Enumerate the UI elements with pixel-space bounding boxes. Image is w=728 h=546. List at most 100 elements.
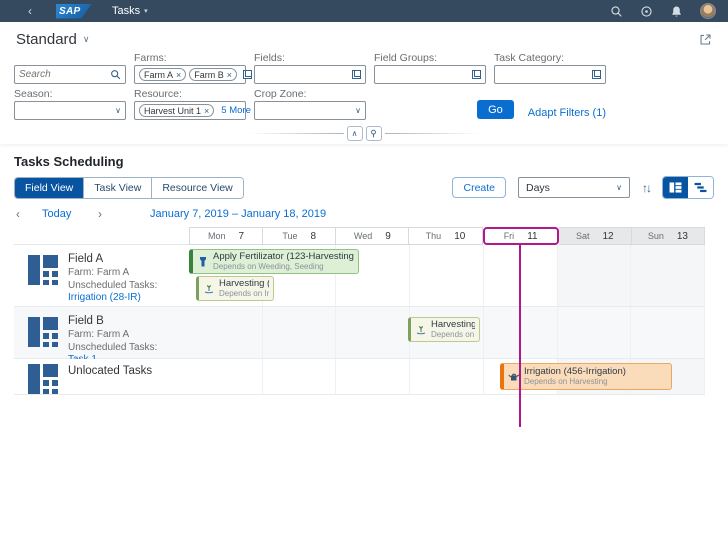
day-header-sat[interactable]: Sat 12 [558,227,632,245]
harvest-icon [416,325,426,334]
gantt-row-field-b: Field B Farm: Farm A Unscheduled Tasks: … [14,307,706,365]
search-field[interactable] [14,65,126,84]
task-bar-harvesting-field-b[interactable]: Harvesting (123- Depends on Irrigation [408,317,480,342]
season-label: Season: [14,88,53,100]
field-groups-label: Field Groups: [374,52,438,64]
chart-table-view-button[interactable] [663,177,688,198]
chevron-down-icon[interactable]: ∨ [82,34,90,44]
token-remove-icon[interactable]: × [226,69,233,80]
harvest-icon [204,284,214,293]
app-title: Tasks [112,5,141,17]
app-title-menu[interactable]: Tasks ▾ [112,5,148,17]
gantt-row-field-a: Field A Farm: Farm A Unscheduled Tasks: … [14,245,706,307]
sap-logo: SAP [56,3,92,19]
more-tokens-link[interactable]: 5 More [221,105,251,116]
create-button[interactable]: Create [452,177,506,198]
day-header-fri-today[interactable]: Fri 11 [482,227,559,245]
filter-crop-zone: Crop Zone: ∨ [254,88,366,120]
token-harvest-unit-1[interactable]: Harvest Unit 1 × [139,104,215,117]
day-header-sun[interactable]: Sun 13 [631,227,705,245]
variant-title[interactable]: Standard [16,31,77,48]
go-button[interactable]: Go [477,100,514,119]
task-bar-irrigation[interactable]: Irrigation (456-Irrigation) Depends on H… [500,363,672,390]
copilot-icon[interactable] [640,5,653,18]
unscheduled-task-link[interactable]: Irrigation (28-IR) [68,292,141,304]
value-help-icon[interactable] [472,70,481,79]
field-icon [28,317,58,347]
row-head-field-a[interactable]: Field A Farm: Farm A Unscheduled Tasks: … [14,245,189,306]
next-period-icon[interactable]: › [98,207,102,221]
farms-field[interactable]: Farm A × Farm B × [134,65,253,84]
token-farm-b[interactable]: Farm B × [189,68,238,81]
task-bar-apply-fertilizator[interactable]: Apply Fertilizator (123-Harvesting) Depe… [189,249,359,274]
fertilizer-icon [200,256,206,266]
search-icon[interactable] [110,69,121,80]
row-title: Field A [68,253,104,265]
watering-can-icon [508,373,520,380]
crop-zone-select[interactable]: ∨ [254,101,366,120]
token-remove-icon[interactable]: × [204,105,210,116]
tab-resource-view[interactable]: Resource View [152,177,243,198]
value-help-icon[interactable] [592,70,601,79]
token-remove-icon[interactable]: × [176,69,182,80]
today-link[interactable]: Today [42,208,72,220]
farms-label: Farms: [134,52,167,64]
view-toolbar: Field View Task View Resource View Creat… [14,176,714,199]
row-farm: Farm: Farm A [68,266,130,278]
task-bar-harvesting-field-a[interactable]: Harvesting (123-Har Depends on Irrigatio… [196,276,274,301]
task-category-field[interactable] [494,65,606,84]
resource-field[interactable]: Harvest Unit 1 × 5 More [134,101,267,120]
date-navigation: ‹ Today › January 7, 2019 – January 18, … [16,207,714,221]
interval-value: Days [526,181,550,194]
back-icon[interactable]: ‹ [28,4,32,18]
search-input[interactable] [19,69,110,80]
view-tabs: Field View Task View Resource View [14,176,244,199]
fields-field[interactable] [254,65,366,84]
sort-icon[interactable]: ↑↓ [642,180,652,195]
share-icon[interactable] [699,33,712,46]
season-select[interactable]: ∨ [14,101,126,120]
day-header-mon[interactable]: Mon 7 [189,227,264,245]
gantt-view-button[interactable] [688,177,713,198]
caret-down-icon: ▾ [144,8,148,15]
row-head-unlocated[interactable]: Unlocated Tasks [14,359,189,394]
day-header-wed[interactable]: Wed 9 [336,227,410,245]
collapse-header-button[interactable]: ∧ [346,125,363,141]
filter-bar: Farms: Farm A× Farm B× Fields: Field Gro… [0,50,728,120]
unscheduled-label: Unscheduled Tasks: [68,279,158,291]
pin-icon [371,129,376,137]
pin-header-button[interactable] [365,125,382,141]
split-view-icon [669,182,682,193]
filter-resource: Resource: Harvest Unit 1 × 5 More [134,88,267,120]
search-icon[interactable] [610,5,623,18]
row-title: Field B [68,315,104,327]
fields-label: Fields: [254,52,285,64]
filter-farms: Farms: Farm A × Farm B × [134,52,253,84]
filter-field-groups: Field Groups: [374,52,486,84]
prev-period-icon[interactable]: ‹ [16,207,20,221]
token-farm-a[interactable]: Farm A × [139,68,187,81]
tab-task-view[interactable]: Task View [84,177,153,198]
header-collapse-controls: ∧ [0,124,728,142]
interval-select[interactable]: Days ∨ [518,177,630,198]
field-groups-field[interactable] [374,65,486,84]
day-header-thu[interactable]: Thu 10 [409,227,483,245]
value-help-icon[interactable] [352,70,361,79]
chevron-down-icon: ∨ [355,106,361,115]
tasks-gantt: Mon 7 Tue 8 Wed 9 Thu 10 Fri 11 Sat 12 Sun 13 F… [14,227,706,427]
user-avatar[interactable] [700,3,716,19]
task-category-label: Task Category: [494,52,565,64]
bell-icon[interactable] [670,5,683,18]
chevron-down-icon: ∨ [115,106,121,115]
adapt-filters-link[interactable]: Adapt Filters (1) [527,107,606,119]
filter-search [14,52,126,84]
page-header: Standard ∨ Farms: Farm A× Farm B× Fields… [0,22,728,144]
tab-field-view[interactable]: Field View [15,177,85,198]
field-icon [28,255,58,285]
crop-zone-label: Crop Zone: [254,88,307,100]
unscheduled-label: Unscheduled Tasks: [68,341,158,353]
gantt-icon [694,182,707,193]
day-header-tue[interactable]: Tue 8 [263,227,337,245]
value-help-icon[interactable] [243,70,253,79]
row-head-field-b[interactable]: Field B Farm: Farm A Unscheduled Tasks: … [14,307,189,365]
